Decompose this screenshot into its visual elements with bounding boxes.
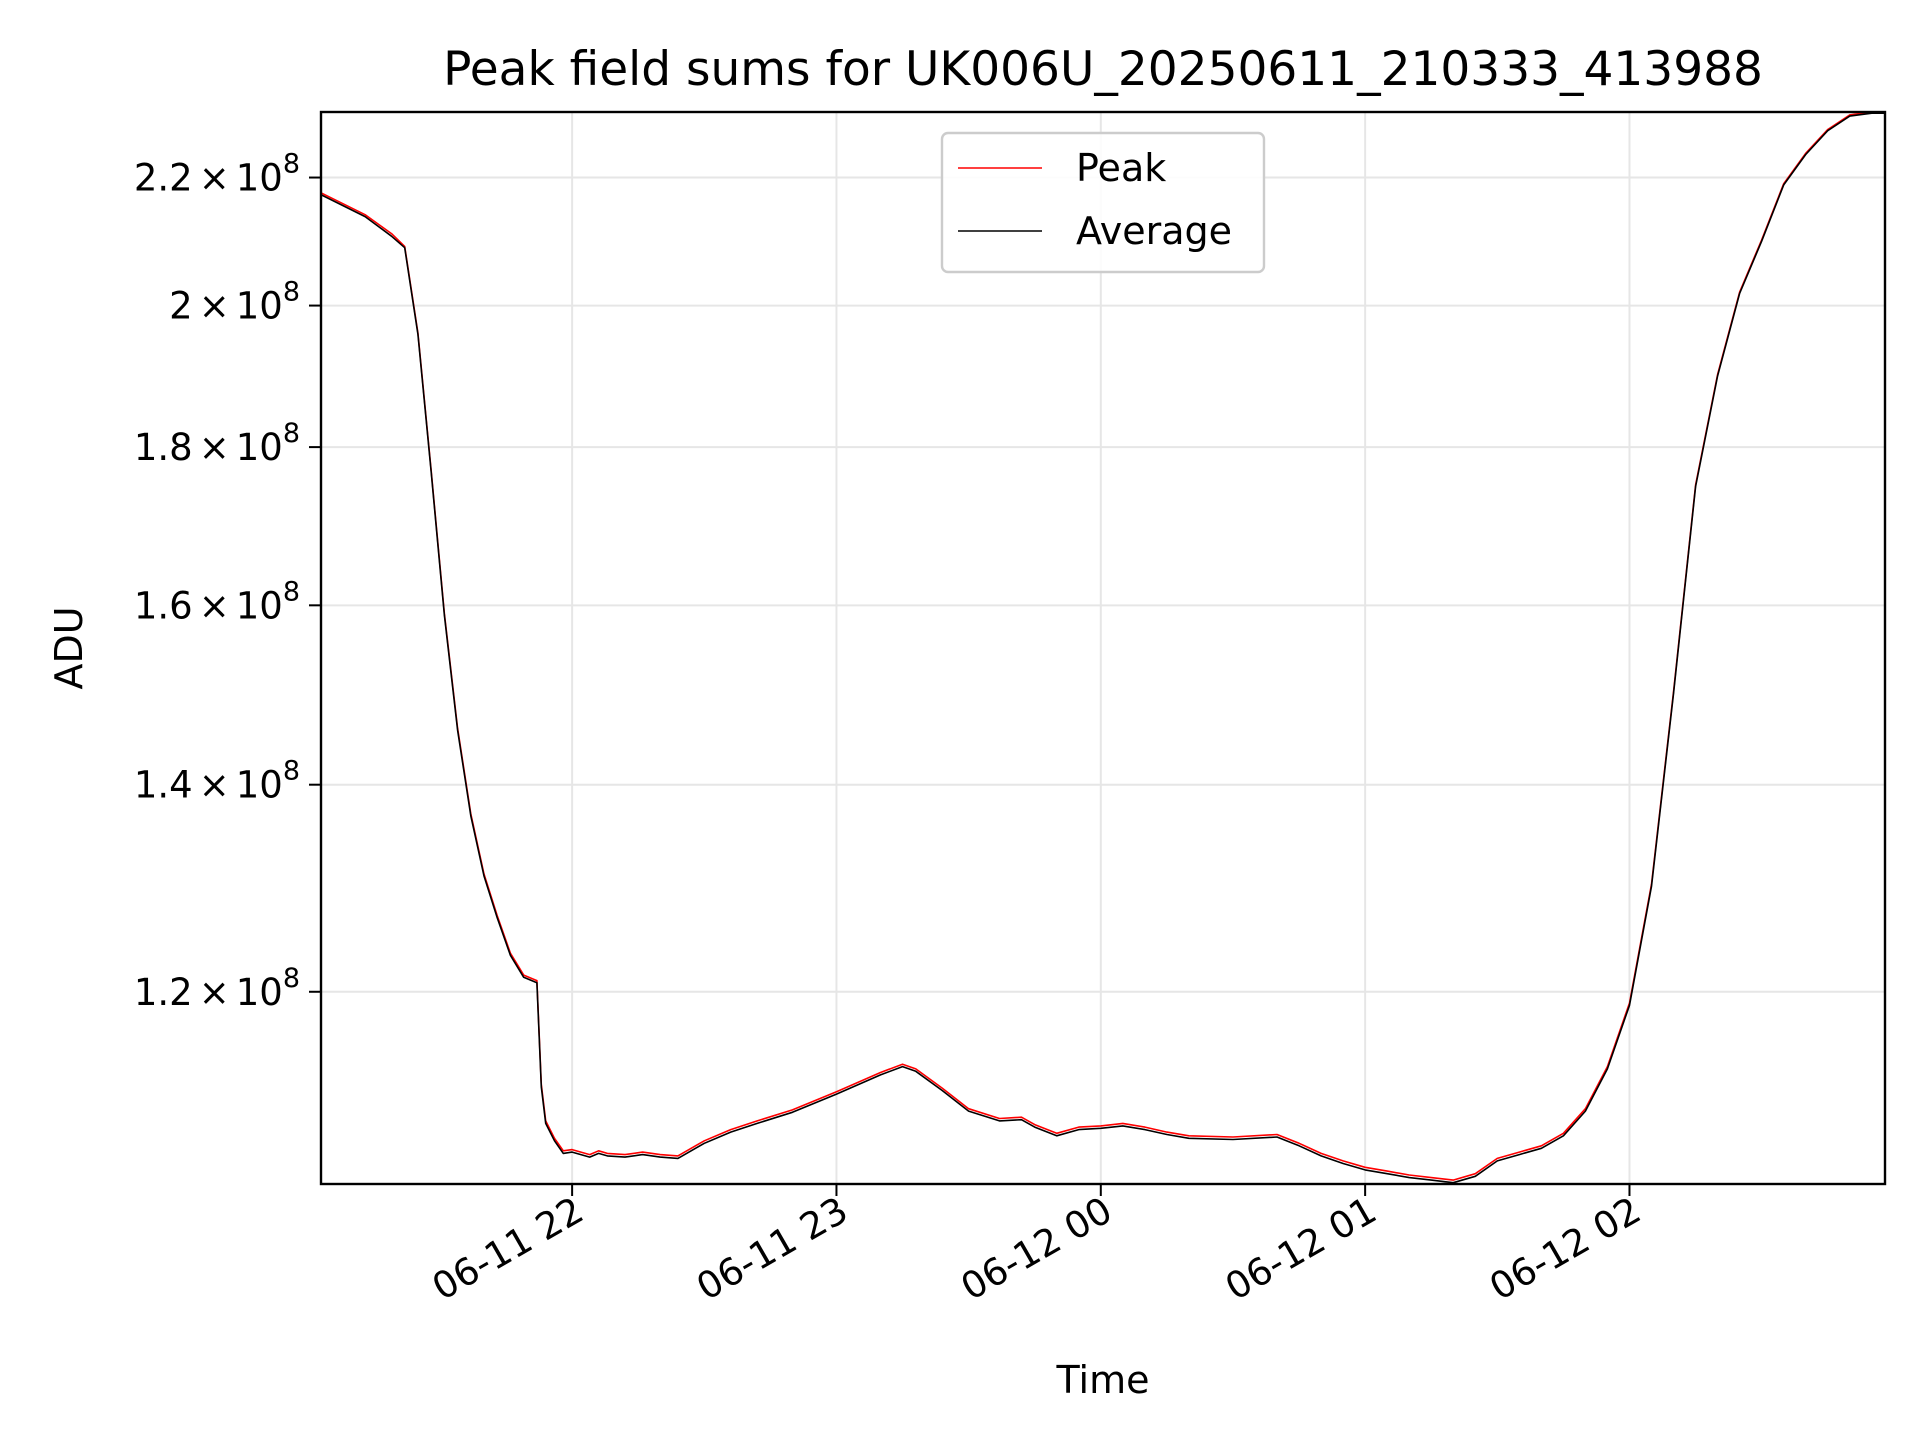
x-axis-label: Time bbox=[1056, 1358, 1150, 1402]
y-tick-label: 1.2 × 108 bbox=[134, 963, 300, 1014]
legend-label-peak: Peak bbox=[1076, 146, 1166, 190]
chart-title: Peak field sums for UK006U_20250611_2103… bbox=[443, 42, 1763, 97]
y-axis: 1.2 × 108 1.4 × 108 1.6 × 108 1.8 × 108 2 × 108 2.2 × 108 bbox=[134, 149, 321, 1014]
y-tick-label: 1.8 × 108 bbox=[134, 418, 300, 469]
legend: Peak Average bbox=[940, 131, 1266, 274]
y-axis-label: ADU bbox=[47, 606, 91, 689]
legend-label-average: Average bbox=[1076, 209, 1232, 253]
y-tick-label: 2.2 × 108 bbox=[134, 149, 300, 200]
y-tick-label: 1.4 × 108 bbox=[134, 756, 300, 807]
y-tick-label: 2 × 108 bbox=[169, 277, 300, 328]
y-tick-label: 1.6 × 108 bbox=[134, 576, 300, 627]
series-average-line bbox=[321, 112, 1885, 1184]
plot-frame bbox=[319, 110, 1887, 1186]
